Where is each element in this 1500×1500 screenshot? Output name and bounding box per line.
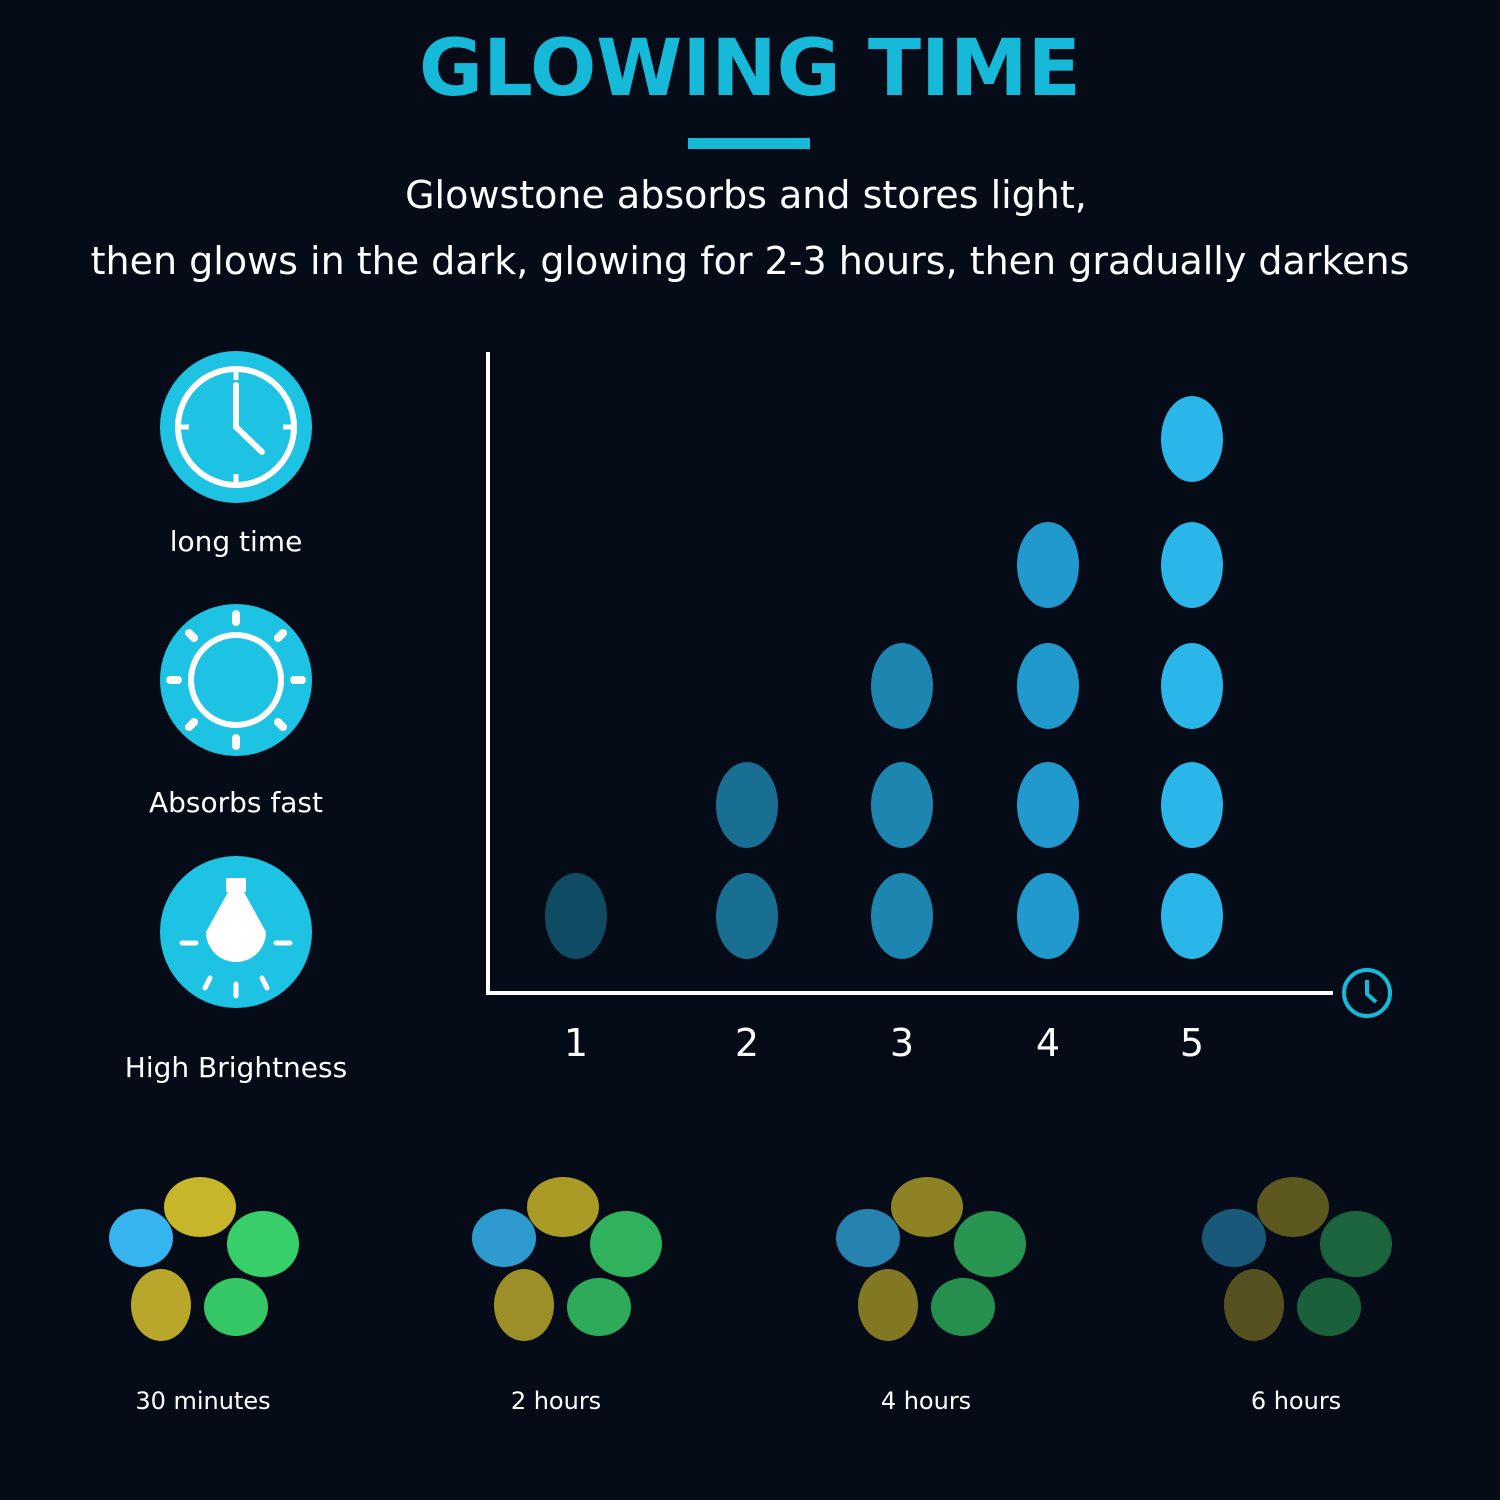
subtitle: then glows in the dark, glowing for 2-3 … <box>91 239 1410 283</box>
glow-stone <box>858 1269 918 1341</box>
stone <box>1161 522 1223 608</box>
glow-stone <box>1297 1278 1361 1336</box>
subtitle: Glowstone absorbs and stores light, <box>405 173 1087 217</box>
stone <box>1161 762 1223 848</box>
clock-icon <box>160 351 312 503</box>
bulb-icon <box>160 856 312 1008</box>
stone-cluster <box>109 1177 299 1341</box>
chart-axes <box>486 352 1333 995</box>
stone-column <box>1161 396 1223 959</box>
glow-stone <box>227 1211 299 1277</box>
stage-label: 30 minutes <box>135 1387 270 1415</box>
column-label: 4 <box>1036 1021 1060 1065</box>
stone-cluster <box>836 1177 1026 1341</box>
stone <box>545 873 607 959</box>
glow-stone <box>590 1211 662 1277</box>
glow-stone <box>1202 1209 1266 1267</box>
stone-column <box>871 643 933 959</box>
time-icon <box>1342 968 1392 1018</box>
stone-column <box>1017 522 1079 959</box>
stage-label: 4 hours <box>881 1387 971 1415</box>
glow-stone <box>931 1278 995 1336</box>
glow-stone <box>494 1269 554 1341</box>
glow-stone <box>527 1177 599 1237</box>
column-label: 3 <box>890 1021 914 1065</box>
feature-label: long time <box>170 525 303 558</box>
glow-stone <box>836 1209 900 1267</box>
glow-stone <box>472 1209 536 1267</box>
stage-label: 2 hours <box>511 1387 601 1415</box>
glow-stone <box>109 1209 173 1267</box>
feature-label: High Brightness <box>125 1051 347 1084</box>
stone <box>716 762 778 848</box>
stone <box>1017 873 1079 959</box>
stone-column <box>716 762 778 959</box>
feature-label: Absorbs fast <box>149 786 323 819</box>
title: GLOWING TIME <box>419 24 1081 114</box>
title-underline <box>688 138 810 149</box>
stone-column <box>545 873 607 959</box>
glow-stone <box>1320 1211 1392 1277</box>
stage-label: 6 hours <box>1251 1387 1341 1415</box>
column-label: 1 <box>564 1021 588 1065</box>
stone <box>1017 522 1079 608</box>
glow-stone <box>891 1177 963 1237</box>
glow-stone <box>204 1278 268 1336</box>
stone <box>871 873 933 959</box>
sun-icon <box>160 604 312 756</box>
glow-stone <box>1257 1177 1329 1237</box>
glow-stone <box>131 1269 191 1341</box>
stone <box>1161 643 1223 729</box>
stone-cluster <box>472 1177 662 1341</box>
stone-cluster <box>1202 1177 1392 1341</box>
stone <box>871 643 933 729</box>
column-label: 5 <box>1180 1021 1204 1065</box>
glow-stone <box>1224 1269 1284 1341</box>
stone <box>1161 396 1223 482</box>
stone <box>1161 873 1223 959</box>
stone <box>1017 643 1079 729</box>
glow-stone <box>164 1177 236 1237</box>
stone <box>716 873 778 959</box>
glow-stone <box>567 1278 631 1336</box>
column-label: 2 <box>735 1021 759 1065</box>
glow-stone <box>954 1211 1026 1277</box>
stone <box>871 762 933 848</box>
stone <box>1017 762 1079 848</box>
